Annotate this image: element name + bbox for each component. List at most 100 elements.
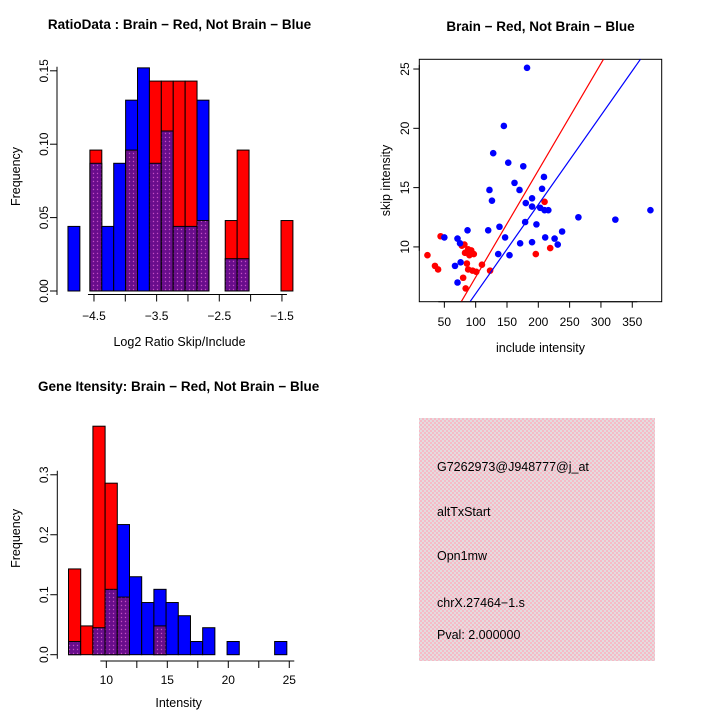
notbrain-fit-line — [469, 59, 641, 302]
x-tick-label: 200 — [528, 315, 548, 329]
panel-title: RatioData : Brain − Red, Not Brain − Blu… — [48, 17, 312, 32]
scatter-point-blue — [454, 279, 461, 286]
y-tick-label: 20 — [398, 121, 412, 135]
info-line-event-type: altTxStart — [437, 505, 491, 519]
y-tick-label: 15 — [398, 181, 412, 195]
scatter-point-blue — [457, 259, 464, 266]
histogram-overlap-bar — [116, 596, 131, 656]
top-right-svg: 50 100 150 200 250 300 350 10 15 20 25 Brain − Red,… — [379, 19, 663, 355]
x-tick-label: 300 — [591, 315, 611, 329]
scatter-point-blue — [540, 173, 548, 181]
scatter-point-blue — [545, 206, 552, 214]
y-tick-label: 10 — [398, 240, 412, 254]
y-tick-label: 0.10 — [37, 132, 51, 156]
scatter-point-blue — [528, 203, 536, 210]
x-tick-label: 20 — [222, 673, 236, 687]
histogram-overlap-bar — [153, 625, 167, 656]
scatter-point-blue — [494, 250, 502, 258]
histogram-bars — [68, 425, 288, 656]
top-left-svg: −4.5 −3.5 −2.5 −1.5 0.00 0.05 0.10 0.15 RatioDat… — [9, 17, 312, 349]
x-tick-label: 50 — [438, 315, 452, 329]
scatter-point-blue — [451, 262, 459, 270]
pink-info-box — [419, 418, 655, 661]
info-line-probe-id: G7262973@J948777@j_at — [437, 460, 589, 474]
panel-intensity-scatter: 50 100 150 200 250 300 350 10 15 20 25 Brain − Red,… — [360, 0, 720, 360]
histogram-bar-red — [80, 625, 94, 656]
x-tick-label: −3.5 — [145, 309, 169, 323]
scatter-point-blue — [516, 186, 523, 194]
scatter-point-blue — [554, 241, 562, 248]
bottom-left-svg: 10 15 20 25 0.0 0.1 0.2 0.3 Gene Itensity: Brain… — [9, 379, 320, 710]
scatter-point-blue — [456, 240, 464, 247]
scatter-point-blue — [516, 240, 524, 247]
scatter-point-blue — [501, 234, 509, 241]
scatter-point-blue — [528, 194, 536, 202]
histogram-overlap-bar — [236, 258, 250, 292]
x-tick-label: 25 — [283, 673, 297, 687]
scatter-point-blue — [488, 197, 496, 204]
x-tick-label: 250 — [560, 315, 580, 329]
x-tick-label: −2.5 — [207, 309, 231, 323]
scatter-point-blue — [504, 159, 512, 167]
x-axis-label: include intensity — [496, 341, 586, 355]
scatter-point-blue — [511, 179, 518, 187]
histogram-bar-blue — [274, 641, 288, 656]
histogram-overlap-bar — [172, 225, 186, 292]
info-line-pval: Pval: 2.000000 — [437, 628, 520, 642]
histogram-overlap-bar — [104, 588, 118, 656]
panel-title: Brain − Red, Not Brain − Blue — [446, 19, 635, 34]
scatter-point-red — [462, 285, 469, 292]
x-axis-label: Log2 Ratio Skip/Include — [113, 335, 245, 349]
histogram-bar-blue — [177, 615, 191, 656]
histogram-overlap-bar — [184, 225, 198, 292]
series-not-brain — [441, 64, 654, 286]
x-tick-label: 350 — [622, 315, 642, 329]
histogram-overlap-bar — [68, 641, 82, 656]
x-tick-label: 10 — [100, 673, 114, 687]
scatter-point-red — [546, 244, 554, 252]
histogram-overlap-bar — [125, 149, 139, 292]
histogram-bar-blue — [165, 602, 179, 656]
histogram-bar-blue — [226, 641, 240, 656]
scatter-point-blue — [441, 234, 448, 241]
y-axis-label: Frequency — [9, 146, 23, 206]
scatter-point-blue — [612, 216, 619, 223]
panel-gene-info-box: G7262973@J948777@j_at altTxStart Opn1mw chr… — [360, 360, 720, 720]
y-tick-label: 0.05 — [37, 206, 51, 230]
scatter-point-blue — [506, 251, 513, 259]
scatter-point-red — [424, 251, 431, 259]
scatter-point-blue — [538, 185, 546, 193]
scatter-point-blue — [558, 228, 566, 235]
scatter-point-red — [470, 250, 478, 258]
scatter-point-blue — [519, 162, 527, 170]
histogram-bar-blue — [67, 225, 81, 292]
scatter-point-red — [486, 267, 494, 274]
scatter-point-blue — [464, 227, 471, 234]
y-tick-label: 0.00 — [37, 279, 51, 303]
brain-fit-line — [460, 59, 604, 302]
scatter-point-red — [434, 266, 442, 273]
histogram-overlap-bar — [196, 220, 210, 292]
scatter-point-blue — [533, 221, 540, 228]
scatter-point-blue — [575, 213, 582, 221]
scatter-point-red — [463, 260, 471, 267]
histogram-bar-red — [92, 425, 106, 656]
scatter-point-blue — [500, 122, 508, 130]
histogram-bar-blue — [141, 602, 155, 656]
scatter-point-blue — [484, 227, 492, 234]
panel-title: Gene Itensity: Brain − Red, Not Brain − … — [38, 379, 320, 394]
histogram-overlap-bar — [92, 627, 106, 656]
histogram-overlap-bar — [89, 162, 103, 292]
scatter-point-red — [541, 198, 548, 206]
histogram-overlap-bar — [148, 162, 162, 292]
histogram-bar-blue — [202, 627, 216, 656]
histogram-bar-blue — [189, 641, 204, 656]
y-tick-label: 0.3 — [37, 466, 51, 483]
x-tick-label: 100 — [466, 315, 486, 329]
scatter-point-blue — [528, 238, 536, 246]
scatter-point-blue — [551, 235, 558, 242]
histogram-overlap-bar — [224, 258, 238, 292]
scatter-point-blue — [496, 223, 503, 231]
histogram-bar-blue — [101, 225, 115, 292]
